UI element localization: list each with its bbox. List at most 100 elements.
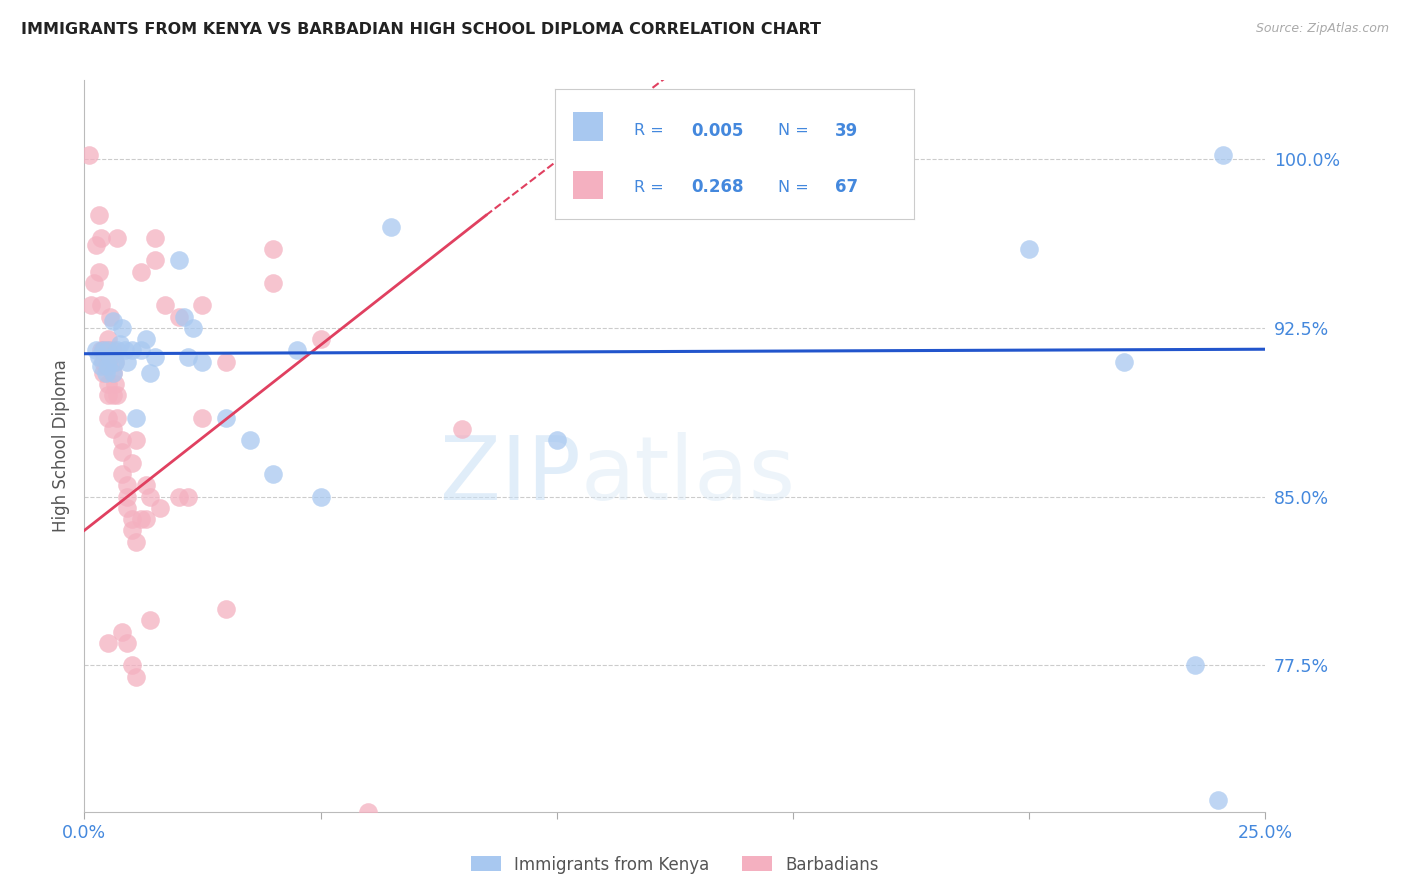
Point (115, 490, 138, 504)
Point (91, 343, 114, 358)
Point (97, 354, 120, 368)
Point (177, 490, 200, 504)
Point (139, 490, 162, 504)
Point (97, 343, 120, 358)
Point (262, 276, 284, 290)
Text: 0.268: 0.268 (692, 178, 744, 196)
Point (104, 377, 127, 392)
Point (149, 500, 172, 515)
Point (262, 467, 284, 482)
Point (97, 359, 120, 373)
Point (309, 490, 332, 504)
Point (121, 343, 143, 358)
Point (90, 231, 112, 245)
Point (121, 524, 143, 538)
Point (191, 298, 214, 312)
Point (115, 478, 138, 492)
Point (173, 310, 195, 324)
Point (84, 237, 107, 252)
Text: Source: ZipAtlas.com: Source: ZipAtlas.com (1256, 22, 1389, 36)
Point (107, 388, 129, 402)
Point (90, 359, 112, 373)
Point (104, 354, 127, 368)
Point (91, 366, 114, 380)
Point (153, 298, 176, 312)
Point (215, 410, 238, 425)
Point (1184, 658, 1206, 673)
Text: 39: 39 (835, 121, 858, 139)
Point (97, 410, 120, 425)
Point (83, 276, 105, 290)
Point (101, 422, 124, 436)
Point (357, 805, 380, 819)
Point (94, 359, 117, 373)
Point (262, 242, 284, 256)
Point (129, 343, 152, 358)
Point (90, 343, 112, 358)
Point (121, 456, 143, 470)
Point (115, 354, 138, 368)
Text: ZIP: ZIP (440, 432, 581, 519)
Point (77, 147, 100, 161)
Point (101, 366, 124, 380)
Point (115, 636, 138, 650)
Point (101, 388, 124, 402)
Point (87, 264, 110, 278)
Point (111, 434, 134, 448)
Point (115, 500, 138, 515)
Point (1112, 354, 1135, 368)
Point (285, 343, 308, 358)
Point (215, 354, 238, 368)
Point (90, 298, 112, 312)
Point (107, 410, 129, 425)
Point (107, 231, 129, 245)
Point (129, 512, 152, 526)
Y-axis label: High School Diploma: High School Diploma (52, 359, 70, 533)
Point (98, 310, 121, 324)
Point (97, 343, 120, 358)
Point (101, 343, 124, 358)
Text: R =: R = (634, 180, 664, 195)
Point (167, 253, 190, 268)
Point (97, 388, 120, 402)
Legend: Immigrants from Kenya, Barbadians: Immigrants from Kenya, Barbadians (464, 849, 886, 880)
Point (135, 478, 157, 492)
Point (135, 512, 157, 526)
Point (97, 332, 120, 346)
Point (97, 636, 120, 650)
Point (94, 366, 117, 380)
Point (104, 354, 127, 368)
Point (121, 658, 143, 673)
Point (546, 434, 568, 448)
Point (87, 350, 110, 364)
Point (1212, 147, 1234, 161)
Point (111, 624, 134, 639)
Point (125, 434, 148, 448)
Point (91, 343, 114, 358)
Text: N =: N = (778, 123, 808, 138)
Point (1206, 793, 1229, 807)
Point (167, 310, 190, 324)
Point (451, 422, 474, 436)
Point (101, 366, 124, 380)
Point (98, 350, 121, 364)
Point (107, 343, 129, 358)
Point (380, 219, 402, 234)
Point (111, 321, 134, 335)
Point (191, 354, 214, 368)
Point (125, 410, 148, 425)
Point (84, 343, 107, 358)
Point (167, 490, 190, 504)
Text: atlas: atlas (581, 432, 796, 519)
Point (239, 434, 262, 448)
Point (101, 314, 124, 328)
Point (143, 350, 166, 364)
Point (181, 321, 204, 335)
Point (309, 332, 332, 346)
Text: 67: 67 (835, 178, 858, 196)
Point (129, 264, 152, 278)
Point (139, 366, 162, 380)
Point (125, 670, 148, 684)
Point (97, 377, 120, 392)
Point (191, 410, 214, 425)
